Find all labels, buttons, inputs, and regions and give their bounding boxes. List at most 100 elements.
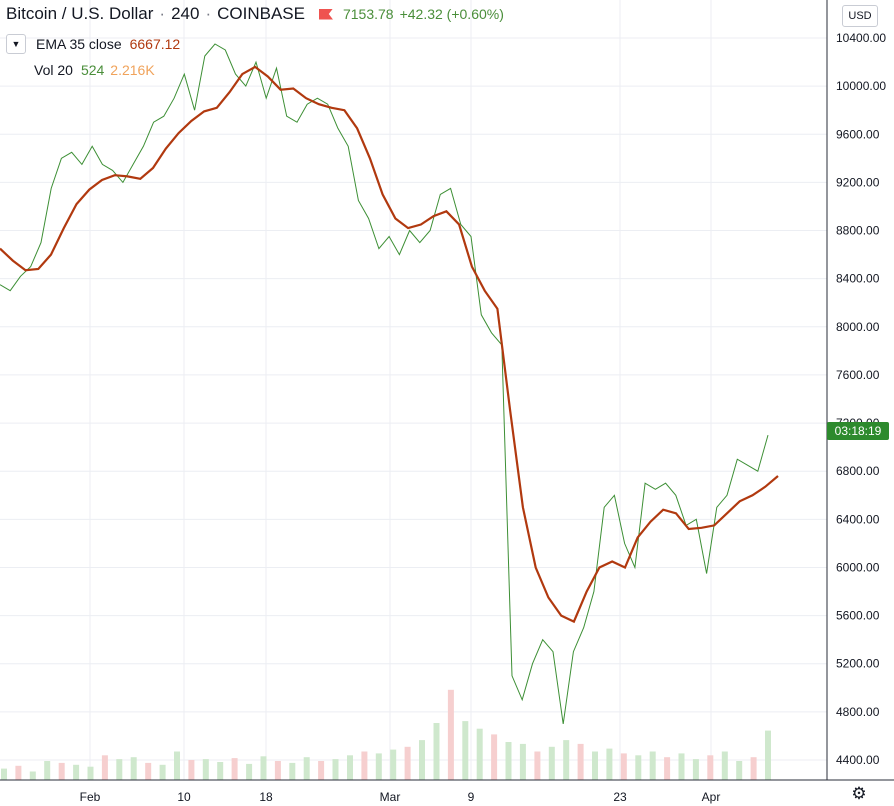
volume-bar [44, 761, 51, 780]
volume-bar [58, 762, 65, 780]
volume-average: 2.216K [110, 62, 155, 78]
y-tick-label: 10000.00 [836, 79, 886, 93]
volume-bars [1, 689, 771, 781]
volume-bar [649, 751, 656, 780]
volume-bar [664, 757, 671, 780]
volume-bar [274, 761, 281, 780]
ema-label[interactable]: EMA 35 close [36, 36, 122, 52]
price-change: +42.32 (+0.60%) [399, 6, 504, 22]
volume-bar [73, 764, 80, 780]
volume-bar [361, 751, 368, 780]
collapse-legend-button[interactable]: ▼ [6, 34, 26, 54]
separator-dot: · [159, 4, 166, 23]
price-axis[interactable]: 4400.00 4800.00 5200.00 5600.00 6000.00 6400.… [836, 31, 886, 767]
countdown-price-tag: 03:18:19 [827, 422, 889, 440]
symbol-name[interactable]: Bitcoin / U.S. Dollar [6, 4, 154, 23]
volume-bar [476, 728, 483, 780]
volume-bar [159, 764, 166, 780]
ema-series-line [0, 65, 779, 624]
separator-dot: · [205, 4, 212, 23]
volume-bar [246, 763, 253, 781]
y-tick-label: 6800.00 [836, 464, 880, 478]
x-tick-label: 23 [613, 790, 627, 804]
volume-bar [87, 766, 94, 780]
x-tick-label: Apr [702, 790, 721, 804]
volume-bar [620, 753, 627, 780]
x-tick-label: 18 [259, 790, 273, 804]
volume-bar [577, 743, 584, 780]
volume-bar [116, 759, 123, 780]
exchange-label: COINBASE [217, 4, 305, 23]
x-tick-label: 10 [177, 790, 191, 804]
volume-bar [217, 762, 224, 781]
volume-bar [145, 762, 152, 780]
volume-bar [592, 751, 598, 780]
volume-bar [462, 721, 469, 780]
volume-bar [721, 751, 728, 780]
volume-bar [433, 723, 440, 780]
time-axis[interactable]: Feb 10 18 Mar 9 23 Apr [80, 790, 721, 804]
volume-bar [692, 759, 699, 780]
volume-bar [534, 751, 541, 780]
volume-bar [375, 753, 382, 780]
volume-bar [505, 742, 512, 780]
symbol-legend: Bitcoin / U.S. Dollar · 240 · COINBASE 7… [6, 4, 504, 24]
volume-bar [419, 740, 425, 780]
last-price: 7153.78 [342, 6, 394, 22]
volume-bar [332, 759, 339, 780]
y-tick-label: 6000.00 [836, 560, 880, 574]
y-tick-label: 10400.00 [836, 31, 886, 45]
volume-bar [15, 765, 22, 781]
x-tick-label: Feb [80, 790, 101, 804]
y-tick-label: 8400.00 [836, 272, 880, 286]
volume-bar [130, 757, 137, 780]
volume-legend: Vol 20 524 2.216K [34, 62, 155, 78]
volume-bar [390, 749, 397, 780]
volume-bar [563, 740, 570, 780]
volume-bar [1, 768, 7, 780]
volume-bar [447, 689, 454, 781]
y-tick-label: 6400.00 [836, 512, 880, 526]
ema-legend: ▼ EMA 35 close 6667.12 [6, 34, 180, 54]
chart-grid [0, 0, 827, 780]
y-tick-label: 8000.00 [836, 320, 880, 334]
volume-bar [750, 757, 757, 780]
y-tick-label: 4400.00 [836, 753, 880, 767]
volume-bar [303, 757, 310, 780]
volume-bar [519, 743, 526, 780]
volume-bar [736, 761, 743, 780]
volume-bar [29, 771, 36, 780]
y-tick-label: 9200.00 [836, 175, 880, 189]
volume-bar [101, 755, 108, 780]
x-tick-label: Mar [380, 790, 401, 804]
volume-bar [188, 760, 195, 780]
volume-bar [174, 751, 180, 780]
volume-bar [404, 746, 411, 781]
gear-icon[interactable]: ⚙ [851, 784, 867, 803]
ema-value: 6667.12 [129, 36, 181, 52]
y-tick-label: 5200.00 [836, 657, 880, 671]
volume-bar [260, 756, 267, 781]
volume-value: 524 [80, 62, 105, 78]
y-tick-label: 7600.00 [836, 368, 880, 382]
volume-label[interactable]: Vol 20 [34, 62, 73, 78]
volume-bar [606, 748, 613, 780]
volume-bar [765, 730, 771, 780]
y-tick-label: 5600.00 [836, 609, 880, 623]
volume-bar [707, 755, 714, 780]
volume-bar [289, 762, 296, 780]
y-tick-label: 9600.00 [836, 127, 880, 141]
volume-bar [491, 734, 498, 780]
volume-bar [635, 755, 642, 780]
currency-button[interactable]: USD [842, 5, 878, 27]
volume-bar [318, 761, 325, 780]
volume-bar [202, 759, 209, 780]
y-tick-label: 8800.00 [836, 224, 880, 238]
volume-bar [678, 753, 685, 780]
volume-bar [347, 755, 353, 780]
flag-icon[interactable] [318, 8, 333, 20]
volume-bar [231, 758, 238, 780]
interval-label: 240 [171, 4, 200, 23]
x-tick-label: 9 [468, 790, 475, 804]
